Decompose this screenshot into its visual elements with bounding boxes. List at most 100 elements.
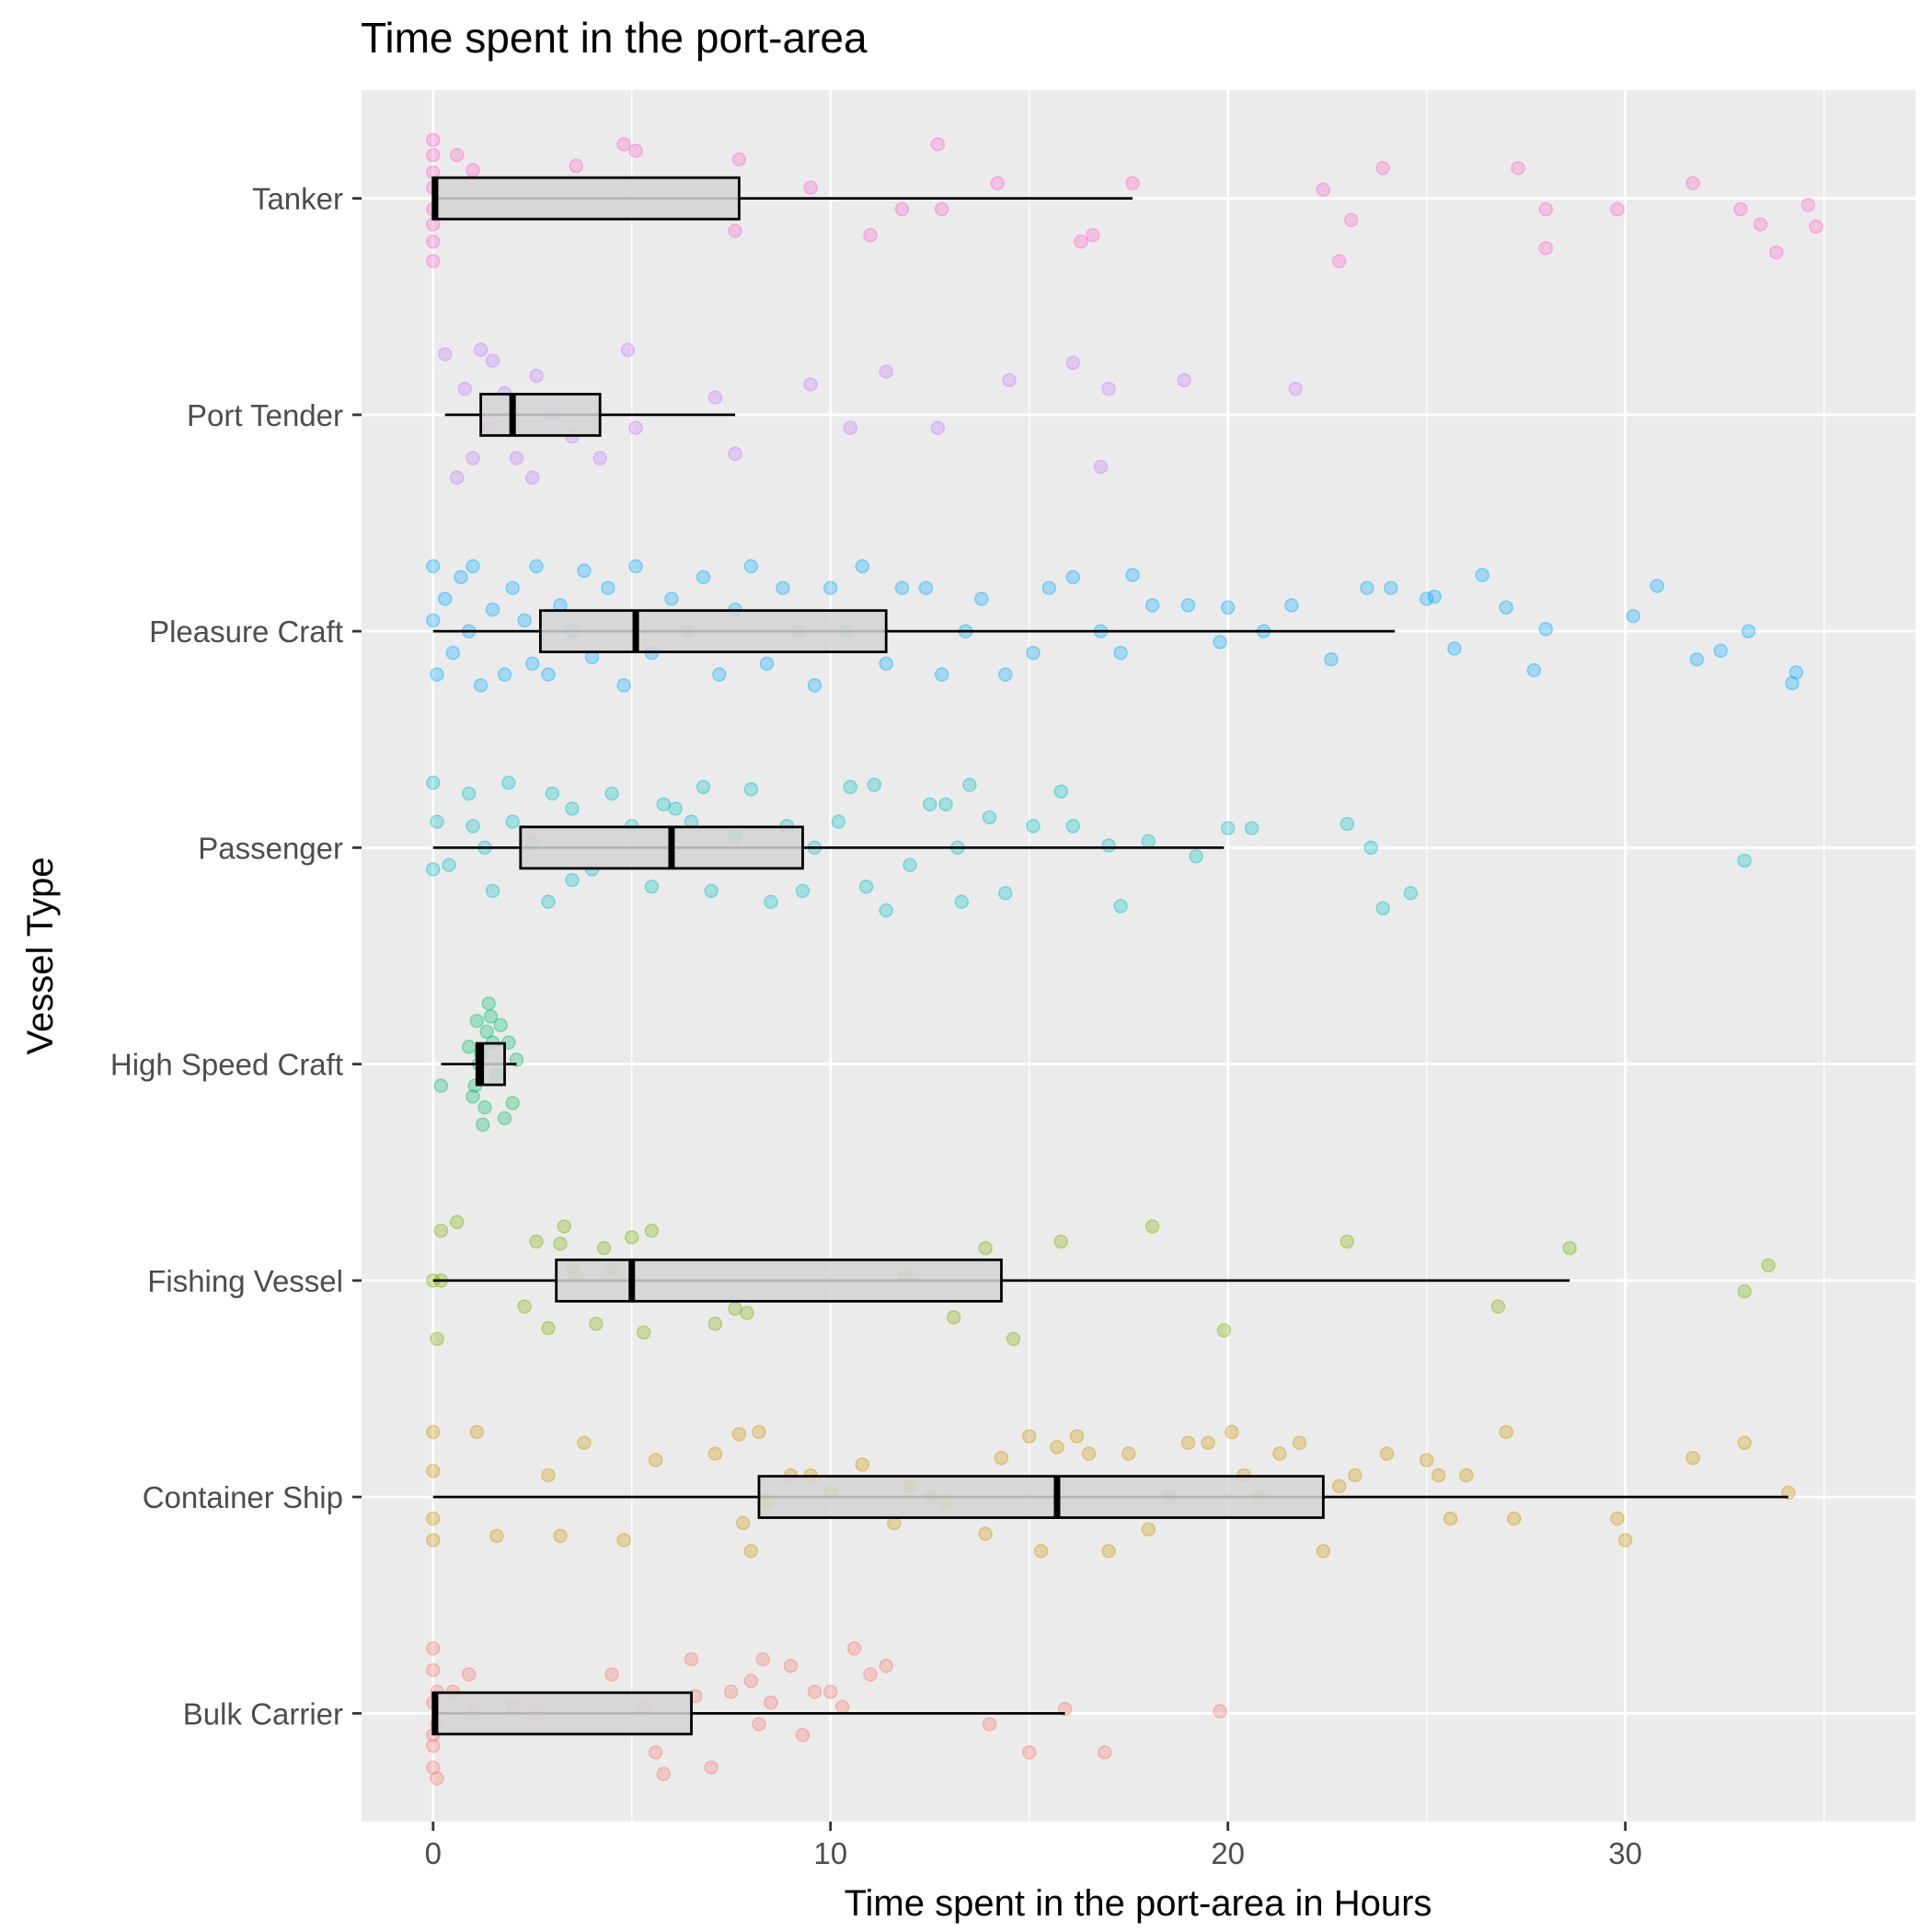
data-point (776, 581, 790, 595)
data-point (565, 801, 580, 816)
data-point (461, 786, 477, 801)
data-point (1272, 1446, 1287, 1461)
data-point (569, 158, 584, 174)
data-point (524, 470, 540, 485)
x-tick-label: 10 (813, 1836, 847, 1870)
data-point (426, 1424, 441, 1440)
data-point (1101, 838, 1116, 853)
data-point (1284, 598, 1299, 613)
data-point (1689, 651, 1705, 667)
x-tick-label: 20 (1211, 1836, 1245, 1870)
data-point (922, 797, 937, 812)
data-point (497, 667, 512, 682)
data-point (1610, 201, 1625, 217)
data-point (743, 1673, 759, 1688)
data-point (1074, 234, 1088, 249)
data-point (1026, 819, 1041, 834)
data-point (1065, 819, 1080, 834)
box (479, 392, 602, 437)
data-point (485, 353, 500, 368)
data-point (433, 1224, 449, 1238)
data-point (1788, 665, 1804, 680)
data-point (604, 786, 619, 801)
data-point (1316, 1544, 1331, 1558)
data-point (1375, 901, 1390, 915)
data-point (764, 1695, 778, 1710)
data-point (1562, 1240, 1577, 1256)
data-point (545, 786, 560, 801)
data-point (1343, 213, 1359, 227)
data-point (1113, 645, 1128, 661)
data-point (430, 814, 444, 829)
data-point (1021, 1429, 1037, 1444)
data-point (426, 132, 441, 147)
data-point (684, 1651, 699, 1667)
data-point (1098, 1744, 1112, 1760)
data-point (795, 1728, 811, 1742)
data-point (430, 1771, 444, 1786)
data-point (834, 1699, 850, 1715)
data-point (930, 137, 946, 152)
data-point (1427, 589, 1443, 604)
data-point (505, 814, 520, 829)
data-point (1144, 1219, 1160, 1234)
data-point (426, 558, 441, 574)
data-point (879, 364, 893, 379)
data-point (648, 1744, 663, 1760)
data-point (1737, 1435, 1753, 1451)
x-axis-title: Time spent in the port-area in Hours (845, 1883, 1432, 1924)
data-point (843, 420, 858, 435)
data-point (1331, 254, 1347, 269)
data-point (1065, 355, 1080, 371)
x-tick-label: 0 (425, 1836, 442, 1870)
data-point (501, 776, 516, 790)
data-point (1216, 1323, 1232, 1338)
data-point (1506, 1511, 1522, 1526)
data-point (1331, 1478, 1347, 1494)
data-point (704, 1760, 719, 1775)
data-point (529, 1234, 544, 1249)
data-point (807, 1685, 822, 1699)
data-point (1538, 201, 1554, 217)
data-point (978, 1240, 993, 1256)
data-point (764, 894, 778, 909)
data-point (481, 996, 496, 1011)
data-point (1141, 834, 1156, 849)
data-point (728, 224, 742, 238)
data-point (1610, 1511, 1625, 1526)
data-point (858, 879, 874, 894)
data-point (620, 342, 636, 358)
data-point (466, 163, 480, 178)
data-point (707, 1446, 723, 1461)
data-point (1511, 160, 1525, 176)
data-point (822, 581, 838, 595)
data-point (1733, 201, 1748, 217)
data-point (867, 777, 881, 792)
data-point (728, 1301, 742, 1317)
data-point (497, 1110, 512, 1126)
data-point (918, 581, 934, 595)
data-point (998, 886, 1013, 901)
data-point (1125, 176, 1140, 190)
data-point (843, 779, 858, 795)
data-point (541, 1320, 556, 1336)
box (555, 1258, 1003, 1303)
data-point (1002, 373, 1017, 387)
data-point (648, 1453, 663, 1467)
data-point (479, 1024, 494, 1040)
data-point (752, 1424, 766, 1440)
data-point (1201, 1435, 1215, 1451)
y-tick-label: Pleasure Craft (149, 615, 343, 649)
data-point (476, 1117, 490, 1133)
data-point (1180, 1435, 1196, 1451)
box (431, 1691, 693, 1736)
y-tick-label: Tanker (252, 182, 343, 216)
data-point (1288, 381, 1303, 397)
data-point (903, 857, 917, 872)
data-point (803, 180, 818, 195)
data-point (855, 558, 870, 574)
data-point (696, 779, 711, 795)
data-point (696, 569, 711, 585)
data-point (934, 201, 949, 217)
data-point (524, 656, 540, 672)
